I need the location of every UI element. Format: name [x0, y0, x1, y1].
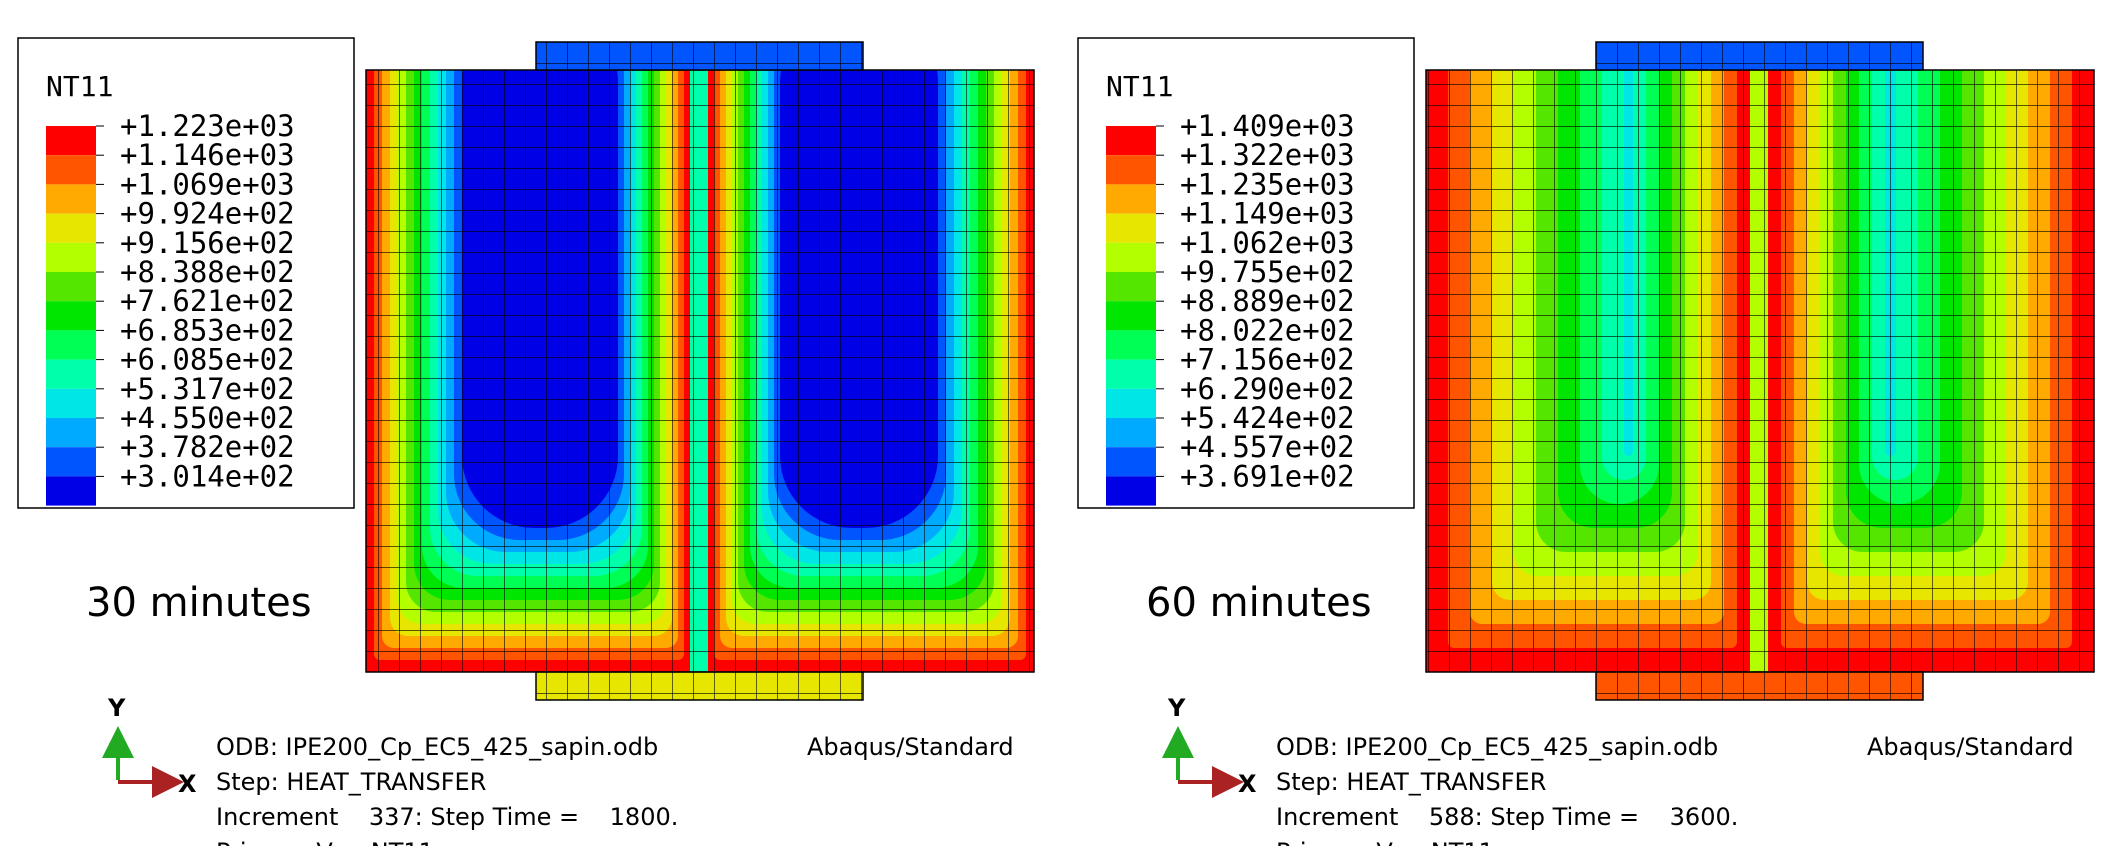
legend-band — [1106, 418, 1156, 448]
legend-band — [1106, 184, 1156, 214]
legend-label: +1.223e+03 — [120, 109, 295, 143]
axis-x-label: X — [1238, 770, 1257, 798]
flange-mesh — [1596, 42, 1923, 70]
contour — [1426, 70, 2094, 672]
legend-label: +8.388e+02 — [120, 255, 295, 289]
legend-label: +3.782e+02 — [120, 430, 295, 464]
legend-label: +5.424e+02 — [1180, 401, 1355, 435]
legend-label: +4.557e+02 — [1180, 430, 1355, 464]
contour — [366, 70, 1034, 672]
legend-label: +7.621e+02 — [120, 284, 295, 318]
info-increment: Increment 588: Step Time = 3600. — [1276, 803, 1738, 831]
flange-mesh — [1596, 672, 1923, 700]
legend-band — [46, 388, 96, 418]
panel: NT11+1.223e+03+1.146e+03+1.069e+03+9.924… — [17, 37, 1035, 846]
legend-band — [46, 126, 96, 156]
panel: NT11+1.409e+03+1.322e+03+1.235e+03+1.149… — [1077, 37, 2095, 846]
legend-band — [1106, 476, 1156, 506]
legend-band — [46, 242, 96, 272]
flange-mesh — [536, 672, 863, 700]
legend-label: +3.691e+02 — [1180, 459, 1355, 493]
legend-band — [1106, 330, 1156, 360]
info-odb: ODB: IPE200_Cp_EC5_425_sapin.odb — [216, 733, 658, 761]
mesh — [1426, 70, 2094, 672]
flange-mesh — [536, 42, 863, 70]
legend-band — [1106, 213, 1156, 243]
legend-band — [1106, 388, 1156, 418]
legend-band — [1106, 301, 1156, 331]
info-step: Step: HEAT_TRANSFER — [1276, 768, 1546, 796]
legend-label: +6.085e+02 — [120, 343, 295, 377]
legend-label: +1.069e+03 — [120, 167, 295, 201]
time-label: 60 minutes — [1146, 580, 1372, 626]
legend-band — [1106, 242, 1156, 272]
legend-title: NT11 — [1106, 70, 1173, 103]
legend-band — [46, 155, 96, 185]
legend-label: +9.156e+02 — [120, 226, 295, 260]
info-var: Primary Var: NT11 — [1276, 838, 1494, 846]
legend-band — [46, 184, 96, 214]
legend-label: +8.889e+02 — [1180, 284, 1355, 318]
legend-band — [46, 272, 96, 302]
info-odb: ODB: IPE200_Cp_EC5_425_sapin.odb — [1276, 733, 1718, 761]
info-increment: Increment 337: Step Time = 1800. — [216, 803, 678, 831]
legend-band — [1106, 359, 1156, 389]
legend-band — [1106, 272, 1156, 302]
legend-label: +6.290e+02 — [1180, 372, 1355, 406]
info-step: Step: HEAT_TRANSFER — [216, 768, 486, 796]
legend-band — [46, 359, 96, 389]
legend-band — [1106, 447, 1156, 477]
legend-band — [1106, 126, 1156, 156]
legend-label: +1.146e+03 — [120, 138, 295, 172]
info-solver: Abaqus/Standard — [807, 733, 1014, 761]
legend-band — [46, 447, 96, 477]
legend-label: +6.853e+02 — [120, 313, 295, 347]
info-var: Primary Var: NT11 — [216, 838, 434, 846]
legend-label: +3.014e+02 — [120, 459, 295, 493]
legend-band — [46, 330, 96, 360]
legend-label: +1.062e+03 — [1180, 226, 1355, 260]
legend-label: +1.409e+03 — [1180, 109, 1355, 143]
legend-label: +7.156e+02 — [1180, 343, 1355, 377]
mesh — [366, 70, 1034, 672]
legend-label: +4.550e+02 — [120, 401, 295, 435]
axis-y-label: Y — [1167, 694, 1186, 722]
legend-label: +1.149e+03 — [1180, 197, 1355, 231]
legend-band — [46, 301, 96, 331]
legend-band — [46, 213, 96, 243]
legend-label: +1.322e+03 — [1180, 138, 1355, 172]
legend-band — [46, 476, 96, 506]
legend-label: +9.924e+02 — [120, 197, 295, 231]
legend-band — [46, 418, 96, 448]
legend-label: +5.317e+02 — [120, 372, 295, 406]
info-solver: Abaqus/Standard — [1867, 733, 2074, 761]
legend-band — [1106, 155, 1156, 185]
legend-label: +9.755e+02 — [1180, 255, 1355, 289]
legend-label: +8.022e+02 — [1180, 313, 1355, 347]
time-label: 30 minutes — [86, 580, 312, 626]
legend-title: NT11 — [46, 70, 113, 103]
axis-x-label: X — [178, 770, 197, 798]
axis-y-label: Y — [107, 694, 126, 722]
legend-label: +1.235e+03 — [1180, 167, 1355, 201]
